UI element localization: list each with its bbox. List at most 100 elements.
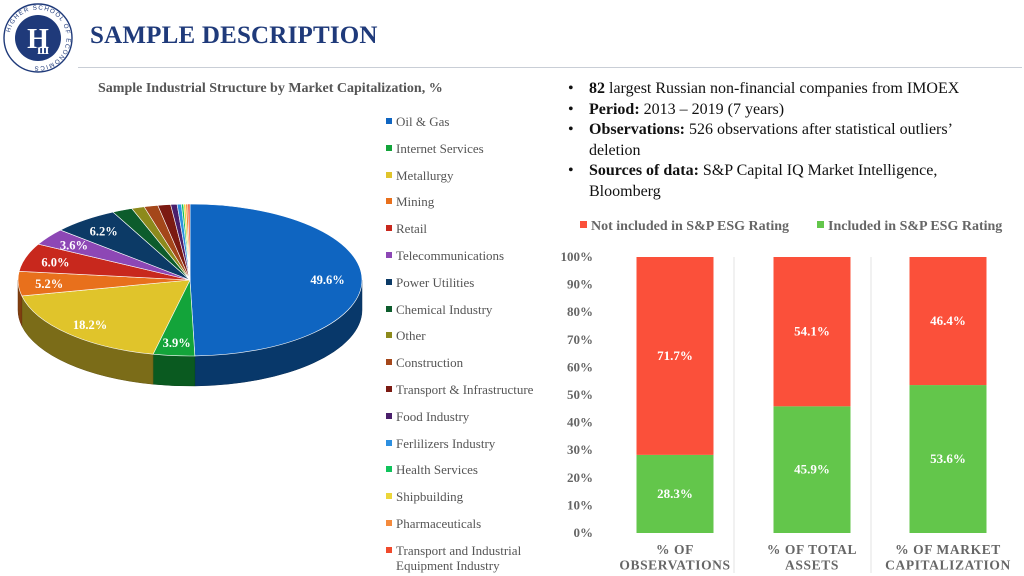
bar-legend-included: Included in S&P ESG Rating [817, 219, 1002, 235]
list-item: • 82 largest Russian non-financial compa… [566, 79, 1006, 100]
page-title: SAMPLE DESCRIPTION [90, 22, 378, 49]
bar-value-label-not-included: 46.4% [930, 313, 966, 328]
pie-value-label: 6.2% [90, 225, 118, 239]
y-tick-label: 20% [567, 470, 593, 485]
legend-label: Chemical Industry [396, 301, 493, 317]
pie-top [17, 203, 363, 357]
category-label: CAPITALIZATION [885, 558, 1011, 573]
y-tick-label: 60% [567, 359, 593, 374]
pie-chart-title: Sample Industrial Structure by Market Ca… [98, 81, 443, 96]
legend-label: Power Utilities [396, 274, 475, 290]
hse-logo: HIGHER SCHOOL OF ECONOMICS Н ш [3, 3, 73, 73]
legend-swatch [386, 439, 392, 446]
bar-legend-not-included: Not included in S&P ESG Rating [580, 219, 789, 235]
category-label: % OF MARKET [895, 542, 1001, 557]
legend-swatch [386, 359, 392, 366]
legend-label: Not included in S&P ESG Rating [591, 219, 789, 234]
pie-side-internet-services [152, 353, 196, 387]
bar-value-label-included: 28.3% [657, 486, 693, 501]
legend-label: Ferlilizers Industry [396, 435, 496, 451]
bullet-icon: • [568, 80, 574, 97]
bullet-label: Period: [589, 100, 640, 118]
pie-value-label: 3.6% [60, 239, 88, 253]
legend-label: Included in S&P ESG Rating [828, 219, 1003, 234]
legend-swatch [386, 493, 392, 500]
y-tick-label: 50% [567, 387, 593, 402]
pie-value-label: 3.9% [163, 336, 191, 350]
y-tick-label: 80% [567, 304, 593, 319]
legend-swatch [386, 520, 392, 526]
title-divider [78, 67, 1022, 68]
pie-slice-oil-gas [189, 203, 363, 357]
legend-swatch [386, 252, 392, 258]
list-item: • Period: 2013 – 2019 (7 years) [566, 100, 1006, 121]
legend-swatch [386, 198, 392, 205]
bar-segment-not-included [909, 257, 987, 386]
legend-label: Oil & Gas [396, 114, 450, 129]
y-tick-label: 90% [567, 277, 593, 292]
legend-label: Mining [396, 194, 435, 210]
y-tick-label: 100% [561, 249, 594, 264]
bullet-text: 2013 – 2019 (7 years) [639, 100, 785, 118]
y-tick-label: 10% [567, 497, 593, 512]
bar-segment-included [636, 454, 714, 533]
bullet-label: Observations: [589, 121, 685, 138]
bar-value-label-included: 53.6% [930, 451, 966, 466]
list-item: • Observations: 526 observations after s… [566, 120, 1006, 161]
legend-swatch [386, 305, 392, 312]
legend-label: Transport and Industrial Equipment Indus… [396, 542, 522, 573]
bar-segment-not-included [773, 257, 851, 407]
legend-swatch [386, 144, 392, 151]
bullet-text: S&P Capital IQ Market Intelligence, Bloo… [589, 162, 938, 200]
y-tick-label: 70% [567, 332, 593, 347]
legend-swatch [386, 546, 392, 553]
legend-label: Other [396, 328, 426, 344]
bullet-text: 526 observations after statistical outli… [589, 121, 952, 159]
category-label: % OF TOTAL [767, 542, 857, 557]
bar-segment-not-included [636, 257, 714, 455]
y-tick-label: 0% [574, 525, 594, 540]
pie-chart: 49.6% 3.9% 18.2% 5.2% 6.0% 3.6%6.2% [17, 203, 363, 387]
legend-label: Construction [396, 355, 464, 371]
y-tick-label: 40% [567, 415, 593, 430]
legend-swatch [386, 466, 392, 473]
pie-value-label: 6.0% [41, 255, 69, 269]
bullet-text: largest Russian non-financial companies … [605, 80, 960, 97]
svg-text:Н: Н [27, 24, 49, 55]
legend-swatch [817, 221, 824, 228]
legend-label: Internet Services [396, 140, 484, 156]
legend-swatch [386, 278, 392, 285]
legend-swatch [386, 386, 392, 392]
legend-swatch [386, 332, 392, 339]
legend-label: Metallurgy [396, 167, 454, 183]
bar-segment-included [773, 406, 851, 533]
legend-label: Health Services [396, 462, 478, 478]
legend-label: Pharmaceuticals [396, 516, 482, 531]
legend-label: Transport & Infrastructure [396, 382, 534, 397]
bullet-icon: • [568, 121, 574, 138]
legend-swatch [386, 412, 392, 419]
legend-swatch [386, 225, 392, 232]
pie-slice-metallurgy [21, 279, 191, 355]
category-label: ASSETS [785, 558, 839, 573]
bar-value-label-not-included: 71.7% [657, 348, 693, 363]
pie-slice-transport-and-industrial-equipment-industry [187, 203, 191, 281]
bullet-icon: • [568, 100, 574, 118]
legend-label: Telecommunications [396, 248, 505, 263]
pie-value-label: 18.2% [73, 318, 107, 332]
list-item: • Sources of data: S&P Capital IQ Market… [566, 161, 1006, 202]
bar-value-label-included: 45.9% [794, 462, 830, 477]
bullet-icon: • [568, 162, 574, 179]
sample-description-list: • 82 largest Russian non-financial compa… [566, 79, 1006, 202]
bar-segment-included [909, 385, 987, 533]
stacked-bar-chart: 0% 10% 20% 30% 40% 50% 60% 70% 80% 90% 100% 28.3% 71… [561, 249, 1011, 573]
bar-value-label-not-included: 54.1% [794, 324, 830, 339]
legend-label: Shipbuilding [396, 489, 464, 505]
category-label: OBSERVATIONS [619, 558, 730, 573]
legend-swatch [386, 118, 392, 124]
pie-value-label: 49.6% [310, 273, 344, 287]
legend-label: Food Industry [396, 408, 470, 424]
bullet-label: Sources of data: [589, 162, 699, 179]
y-tick-label: 30% [567, 442, 593, 457]
legend-label: Retail [396, 221, 428, 237]
